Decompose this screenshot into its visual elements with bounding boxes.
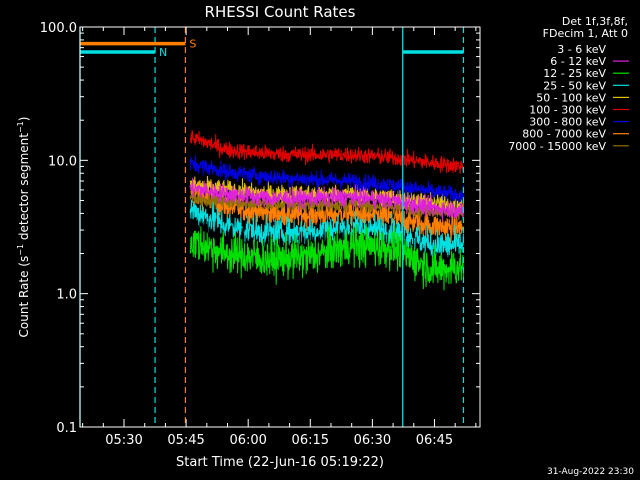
legend-header-line1: Det 1f,3f,8f, <box>562 15 628 28</box>
x-tick-label: 06:00 <box>229 433 266 448</box>
legend: Det 1f,3f,8f, FDecim 1, Att 0 3 - 6 keV6… <box>508 15 629 153</box>
legend-label: 3 - 6 keV <box>557 43 606 56</box>
legend-label: 25 - 50 keV <box>543 79 606 92</box>
x-axis-label: Start Time (22-Jun-16 05:19:22) <box>176 455 384 470</box>
y-tick-label: 10.0 <box>48 154 77 169</box>
y-tick-label: 1.0 <box>56 288 77 303</box>
legend-label: 7000 - 15000 keV <box>508 140 606 153</box>
legend-label: 300 - 800 keV <box>529 116 606 129</box>
legend-label: 100 - 300 keV <box>529 104 606 117</box>
x-tick-label: 06:30 <box>354 433 391 448</box>
y-axis: 0.1 1.0 10.0 100.0 <box>40 21 480 436</box>
series-line <box>189 155 464 206</box>
y-tick-label: 100.0 <box>40 21 77 36</box>
marker-label: S <box>189 38 196 51</box>
legend-header-line2: FDecim 1, Att 0 <box>543 27 628 40</box>
plot-frame <box>79 26 481 428</box>
x-tick-label: 06:45 <box>416 433 453 448</box>
x-axis: 05:30 05:45 06:00 06:15 06:30 06:45 <box>82 27 477 448</box>
y-tick-label: 0.1 <box>56 421 77 436</box>
chart-title: RHESSI Count Rates <box>205 3 356 21</box>
series-line <box>189 223 464 291</box>
series-line <box>189 129 464 174</box>
legend-label: 12 - 25 keV <box>543 67 606 80</box>
legend-label: 6 - 12 keV <box>550 55 606 68</box>
marker-label: N <box>159 46 167 59</box>
x-tick-label: 06:15 <box>292 433 329 448</box>
legend-label: 50 - 100 keV <box>536 91 606 104</box>
timestamp: 31-Aug-2022 23:30 <box>547 467 634 477</box>
x-tick-label: 05:45 <box>167 433 204 448</box>
y-axis-label: Count Rate (s−1 detector segment−1) <box>16 117 31 338</box>
legend-label: 800 - 7000 keV <box>522 128 606 141</box>
series-line <box>189 177 464 222</box>
x-tick-label: 05:30 <box>105 433 142 448</box>
data-layer <box>189 129 464 291</box>
series-line <box>189 180 464 243</box>
